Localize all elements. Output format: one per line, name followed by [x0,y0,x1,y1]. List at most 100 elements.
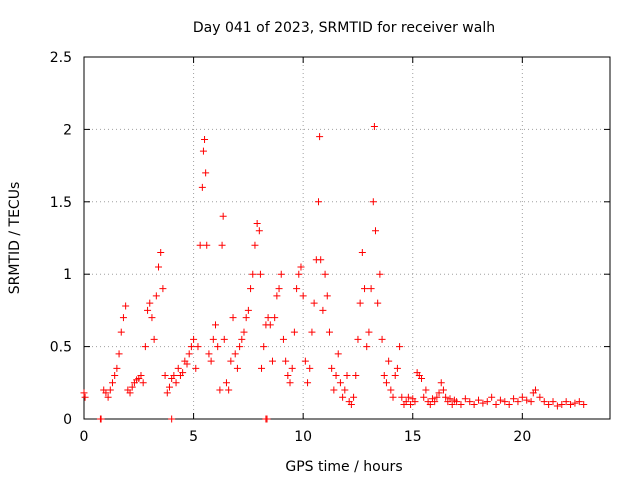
data-point [126,389,134,397]
data-point [207,357,215,365]
data-point [225,386,233,394]
data-point [297,263,305,271]
data-point [382,379,390,387]
data-point [148,314,156,322]
data-point [316,133,324,141]
data-point [328,364,336,372]
data-point [453,398,461,406]
data-point [192,364,200,372]
data-point [249,270,257,278]
data-point [255,227,263,235]
data-point [244,306,252,314]
y-tick-label: 2.5 [50,50,72,66]
data-point [343,372,351,380]
data-point [196,241,204,249]
data-point [352,372,360,380]
data-point [518,393,526,401]
data-point [398,393,406,401]
data-point [308,328,316,336]
data-point [389,393,397,401]
data-point [214,343,222,351]
data-point [293,285,301,293]
data-point [299,292,307,300]
data-point [219,212,227,220]
data-point [378,335,386,343]
data-point [479,399,487,407]
data-point [229,314,237,322]
data-point [304,379,312,387]
data-point [492,401,500,409]
data-point [258,364,266,372]
data-point [141,343,149,351]
data-point [339,393,347,401]
data-point [159,285,167,293]
data-point [97,415,105,423]
data-point [266,321,274,329]
data-point [365,328,373,336]
data-point [418,374,426,382]
data-point [536,393,544,401]
data-point [466,398,474,406]
data-point [553,402,561,410]
data-point [325,328,333,336]
data-point [128,383,136,391]
data-point [301,357,309,365]
data-point [102,389,110,397]
data-point [264,314,272,322]
data-point [439,386,447,394]
chart-title: Day 041 of 2023, SRMTID for receiver wal… [193,20,495,36]
data-point [253,220,261,228]
data-point [437,379,445,387]
data-point [240,328,248,336]
data-point [334,350,342,358]
data-point [354,335,362,343]
data-point [295,270,303,278]
data-point [496,396,504,404]
data-point [319,306,327,314]
data-point [549,398,557,406]
data-point [420,393,428,401]
y-tick-label: 2 [63,122,72,138]
data-point [341,386,349,394]
data-point [407,401,415,409]
data-point [501,398,509,406]
data-point [540,398,548,406]
data-point [117,328,125,336]
data-point [263,415,271,423]
data-point [426,401,434,409]
x-axis-label: GPS time / hours [285,459,402,475]
data-point [422,386,430,394]
data-point [183,360,191,368]
data-point [256,270,264,278]
x-tick-label: 20 [513,429,531,445]
data-point [275,285,283,293]
data-point [194,343,202,351]
data-point [580,401,588,409]
data-point [271,314,279,322]
x-tick-label: 15 [404,429,422,445]
data-point [347,401,355,409]
data-point [575,398,583,406]
data-point [139,379,147,387]
data-point [321,270,329,278]
data-point [323,292,331,300]
data-point [209,335,217,343]
data-point [152,292,160,300]
data-point [113,364,121,372]
data-point [380,372,388,380]
data-point [393,364,401,372]
data-point [461,395,469,403]
data-point [260,343,268,351]
data-point [446,395,454,403]
data-point [376,270,384,278]
data-point [119,314,127,322]
data-point [106,386,114,394]
data-point [385,357,393,365]
data-point [396,343,404,351]
data-point [212,321,219,329]
data-point [387,386,395,394]
y-axis-label: SRMTID / TECUs [7,182,23,295]
data-point [236,343,244,351]
data-point [306,364,314,372]
data-point [198,183,206,191]
